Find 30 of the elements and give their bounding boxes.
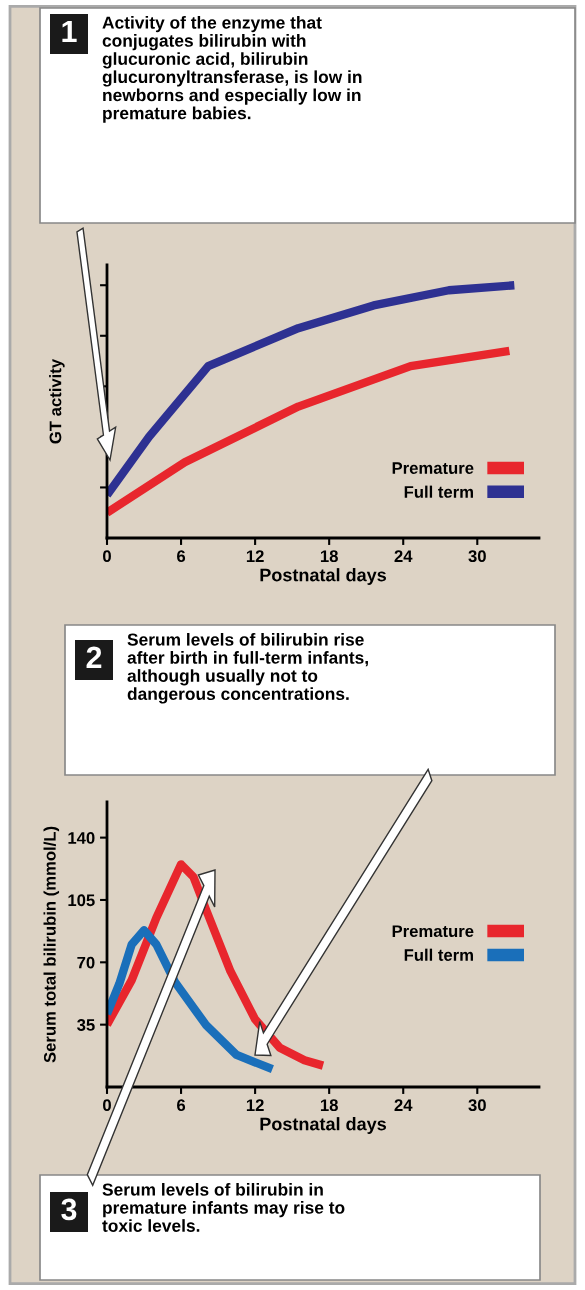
x-tick-label: 30 [468,1099,486,1112]
text: Activity of the enzyme that conjugates bilirubin with glucuronic acid, bilirubin glucuronyltransferase, is low in newborns and especially low in premature babies. [102,16,362,123]
legend-label: Premature [392,925,474,938]
y-axis-title: Serum total bilirubin (mmol/L) [43,826,60,1063]
x-tick-label: 0 [103,550,111,563]
text: Serum levels of bilirubin in premature infants may rise to toxic levels. [102,1183,345,1232]
x-tick-label: 18 [320,550,338,563]
text: 2 [86,646,102,668]
x-tick-label: 24 [394,1099,413,1111]
text: Serum levels of bilirubin rise after birth in full-term infants, although usually not to dangerous concentrations. [127,633,368,704]
y-tick-label: 140 [68,832,95,844]
x-tick-label: 6 [177,1099,186,1112]
x-axis-title: Postnatal days [260,1117,386,1134]
x-tick-label: 6 [177,550,186,563]
y-tick-label: 70 [77,956,95,969]
legend-label: Premature [392,462,474,474]
x-tick-label: 30 [468,550,486,563]
legend-label: Full term [404,485,473,498]
y-tick-label: 35 [77,1019,95,1031]
x-tick-label: 12 [246,550,264,562]
x-tick-label: 12 [246,1099,264,1111]
x-tick-label: 24 [394,550,413,562]
x-tick-label: 0 [103,1099,111,1112]
y-tick-label: 105 [68,894,95,907]
x-tick-label: 18 [320,1099,338,1112]
legend-label: Full term [404,948,473,961]
x-axis-title: Postnatal days [260,568,386,585]
text: 3 [61,1198,77,1221]
text: 1 [62,20,77,42]
y-axis-title: GT activity [49,358,65,444]
